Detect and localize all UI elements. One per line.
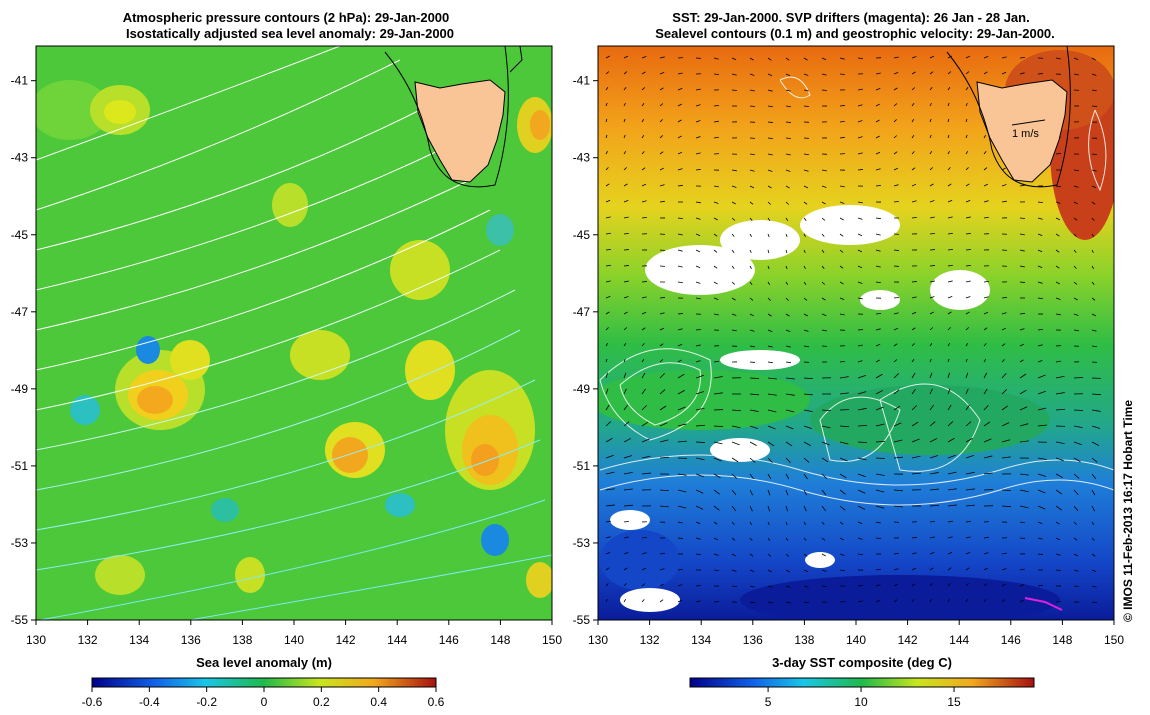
lon-tick-label: 138 [794, 633, 814, 647]
lat-tick-label: -49 [11, 382, 29, 396]
lat-tick-label: -47 [573, 305, 591, 319]
velocity-arrow [1002, 490, 1011, 491]
right-colorbar [690, 678, 1034, 687]
velocity-arrow [894, 297, 899, 298]
left-map [30, 46, 554, 620]
velocity-arrow [930, 265, 935, 266]
velocity-arrow [804, 106, 809, 107]
velocity-arrow [750, 378, 759, 379]
velocity-arrow [840, 74, 845, 75]
lon-tick-label: 132 [640, 633, 660, 647]
left-cb-tick-label: 0 [261, 695, 268, 709]
lon-tick-label: 148 [1052, 633, 1072, 647]
left-cb-tick-label: -0.2 [196, 695, 217, 709]
velocity-arrow [660, 250, 665, 251]
left-cb-tick-label: -0.6 [82, 695, 103, 709]
credit-text: © IMOS 11-Feb-2013 16:17 Hobart Time [1121, 400, 1135, 622]
lon-tick-label: 134 [129, 633, 149, 647]
right-cb-tick-label: 15 [947, 695, 961, 709]
lon-tick-label: 138 [232, 633, 252, 647]
lat-tick-label: -47 [11, 305, 29, 319]
lon-tick-label: 142 [898, 633, 918, 647]
lon-tick-label: 130 [588, 633, 608, 647]
lon-tick-label: 130 [26, 633, 46, 647]
velocity-arrow [696, 442, 705, 443]
lat-tick-label: -55 [11, 613, 29, 627]
lon-tick-label: 140 [284, 633, 304, 647]
lat-tick-label: -55 [573, 613, 591, 627]
left-cb-tick-label: 0.6 [428, 695, 445, 709]
lon-tick-label: 136 [743, 633, 763, 647]
lon-tick-label: 144 [387, 633, 407, 647]
right-lat-axis: -41 -43 -45 -47 -49 -51 -53 -55 [573, 74, 598, 627]
right-cb-tick-label: 10 [854, 695, 868, 709]
velocity-arrow [822, 90, 827, 91]
velocity-arrow [894, 250, 899, 251]
lat-tick-label: -41 [11, 74, 29, 88]
velocity-arrow [624, 265, 629, 266]
lon-tick-label: 132 [78, 633, 98, 647]
velocity-arrow [1038, 554, 1043, 555]
left-lat-axis: -41 -43 -45 -47 -49 -51 -53 -55 [11, 74, 36, 627]
velocity-arrow [858, 169, 863, 170]
left-cb-tick-label: -0.4 [139, 695, 160, 709]
right-colorbar-ticks: 5 10 15 [765, 687, 961, 709]
right-title-line2: Sealevel contours (0.1 m) and geostrophi… [655, 26, 1055, 41]
lat-tick-label: -53 [573, 536, 591, 550]
right-cb-tick-label: 5 [765, 695, 772, 709]
lon-tick-label: 136 [181, 633, 201, 647]
right-map [590, 46, 1120, 625]
left-lon-axis: 130 132 134 136 138 140 142 144 146 148 150 [26, 620, 562, 647]
left-title-line1: Atmospheric pressure contours (2 hPa): 2… [123, 10, 450, 25]
velocity-arrow [1056, 153, 1061, 154]
lon-tick-label: 150 [542, 633, 562, 647]
lon-tick-label: 140 [846, 633, 866, 647]
lat-tick-label: -41 [573, 74, 591, 88]
right-lon-axis: 130 132 134 136 138 140 142 144 146 148 150 [588, 620, 1124, 647]
velocity-arrow [642, 281, 647, 282]
lon-tick-label: 142 [336, 633, 356, 647]
left-cb-tick-label: 0.2 [313, 695, 330, 709]
lon-tick-label: 148 [490, 633, 510, 647]
velocity-arrow [912, 281, 917, 282]
lat-tick-label: -49 [573, 382, 591, 396]
velocity-arrow [768, 122, 773, 123]
velocity-arrow [966, 249, 971, 250]
velocity-arrow [876, 313, 881, 314]
lat-tick-label: -53 [11, 536, 29, 550]
right-colorbar-label: 3-day SST composite (deg C) [772, 655, 952, 670]
left-title-line2: Isostatically adjusted sea level anomaly… [126, 26, 454, 41]
lat-tick-label: -45 [11, 228, 29, 242]
lon-tick-label: 146 [1001, 633, 1021, 647]
velocity-scale-label: 1 m/s [1012, 128, 1039, 140]
lon-tick-label: 146 [439, 633, 459, 647]
lat-tick-label: -43 [11, 151, 29, 165]
velocity-arrow [678, 313, 683, 314]
velocity-arrow [678, 538, 683, 539]
lat-tick-label: -43 [573, 151, 591, 165]
velocity-arrow [1074, 410, 1083, 411]
left-colorbar-ticks: -0.6 -0.4 -0.2 0 0.2 0.4 0.6 [82, 687, 445, 709]
left-colorbar [92, 678, 436, 687]
right-title-line1: SST: 29-Jan-2000. SVP drifters (magenta)… [672, 10, 1029, 25]
velocity-arrow [840, 105, 845, 106]
left-cb-tick-label: 0.4 [370, 695, 387, 709]
velocity-arrow [1020, 282, 1025, 283]
lat-tick-label: -51 [573, 459, 591, 473]
lat-tick-label: -45 [573, 228, 591, 242]
lon-tick-label: 134 [691, 633, 711, 647]
velocity-arrow [750, 106, 755, 107]
lon-tick-label: 144 [949, 633, 969, 647]
lon-tick-label: 150 [1104, 633, 1124, 647]
left-colorbar-label: Sea level anomaly (m) [196, 655, 332, 670]
velocity-arrow [1074, 377, 1083, 378]
lat-tick-label: -51 [11, 459, 29, 473]
